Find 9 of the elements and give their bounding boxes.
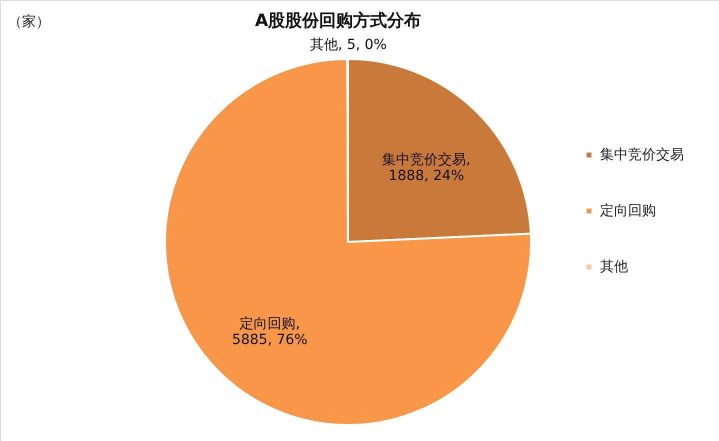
data-label: 定向回购, 5885, 76% <box>232 316 308 348</box>
legend-label: 其他 <box>600 259 628 275</box>
legend-label: 定向回购 <box>600 203 656 219</box>
chart-title: A股股份回购方式分布 <box>255 11 422 31</box>
legend-label: 集中竞价交易 <box>600 147 684 163</box>
data-label: 其他, 5, 0% <box>310 37 387 53</box>
text: （家） <box>8 14 50 30</box>
pie-slice <box>164 58 532 426</box>
data-label: 集中竞价交易, 1888, 24% <box>382 152 471 184</box>
